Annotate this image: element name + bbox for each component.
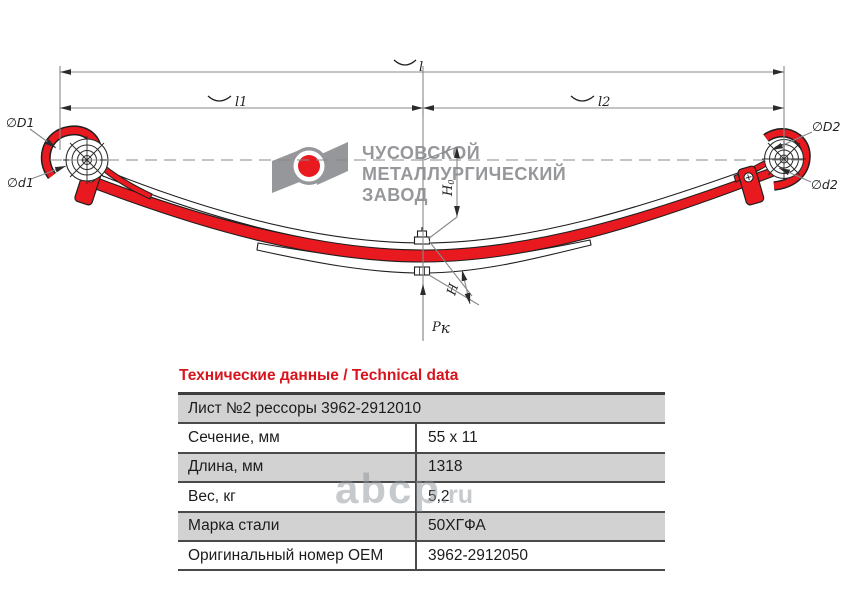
logo-text-line3: ЗАВОД [362,185,428,205]
spec-value: 3962-2912050 [415,541,665,570]
load-label: Pк [431,319,450,337]
dim-label-total-length: l [419,60,423,75]
center-bolt [413,227,431,245]
spec-row-weight: Вес, кг 5,2 [178,483,665,513]
arc-symbol-l2 [570,95,595,102]
dim-line-pack-height [461,269,471,305]
manufacturer-logo: ЧУСОВСКОЙ МЕТАЛЛУРГИЧЕСКИЙ ЗАВОД [272,142,566,205]
pack-leader-bottom [428,274,480,306]
camber-leader-top [423,146,458,161]
spec-value: 5,2 [415,483,665,511]
spec-row-section: Сечение, мм 55 x 11 [178,424,665,454]
center-nut [413,266,431,276]
dim-label-pack-height: H [444,281,462,298]
callout-right-eye-inner: ∅d2 [811,177,838,192]
spec-label: Сечение, мм [188,429,280,447]
logo-red-dot [298,155,320,177]
callout-left-eye-outer: ∅D1 [6,115,34,130]
leader-left-eye-outer [29,128,57,149]
spec-value: 1318 [415,453,665,482]
technical-data-section: Технические данные / Technical data Лист… [178,367,665,572]
spec-table: Лист №2 рессоры 3962-2912010 Сечение, мм… [178,392,665,572]
leader-right-eye-inner [778,167,812,183]
spring-drawing [40,125,811,276]
technical-data-title: Технические данные / Technical data [179,367,459,384]
right-clamp [737,165,765,206]
dim-label-right-length: l2 [598,95,610,110]
dim-label-left-length: l1 [235,95,247,110]
spec-label: Марка стали [188,517,280,535]
part-name: Лист №2 рессоры 3962-2912010 [188,399,422,417]
spec-label: Длина, мм [188,458,264,476]
spec-label: Вес, кг [188,487,236,505]
arc-symbol-l1 [207,95,232,102]
leaf-spring-diagram: ЧУСОВСКОЙ МЕТАЛЛУРГИЧЕСКИЙ ЗАВОД [6,59,841,341]
spec-row-oem: Оригинальный номер OEM 3962-2912050 [178,541,665,572]
leader-right-eye-outer [771,131,813,151]
camber-leader-bottom [427,216,458,240]
logo-text-line1: ЧУСОВСКОЙ [362,142,480,163]
callout-right-eye-outer: ∅D2 [812,119,841,134]
spec-row-length: Длина, мм 1318 [178,453,665,484]
leader-left-eye-inner [30,165,67,180]
right-eye-bushing [762,137,806,181]
arc-symbol-l [393,59,417,66]
logo-text-line2: МЕТАЛЛУРГИЧЕСКИЙ [362,163,566,184]
callout-left-eye-inner: ∅d1 [7,175,34,190]
dimension-annotations: l l1 l2 ∅D1 ∅d1 ∅D2 ∅d2 H0 H Pк [6,59,841,341]
spec-value: 55 x 11 [415,424,665,452]
spec-value: 50ХГФА [415,512,665,540]
table-header-row: Лист №2 рессоры 3962-2912010 [178,395,665,425]
left-eye-wrap [42,126,101,179]
spec-label: Оригинальный номер OEM [188,546,384,564]
dim-label-camber: H0 [441,180,456,197]
spec-row-steel: Марка стали 50ХГФА [178,512,665,542]
